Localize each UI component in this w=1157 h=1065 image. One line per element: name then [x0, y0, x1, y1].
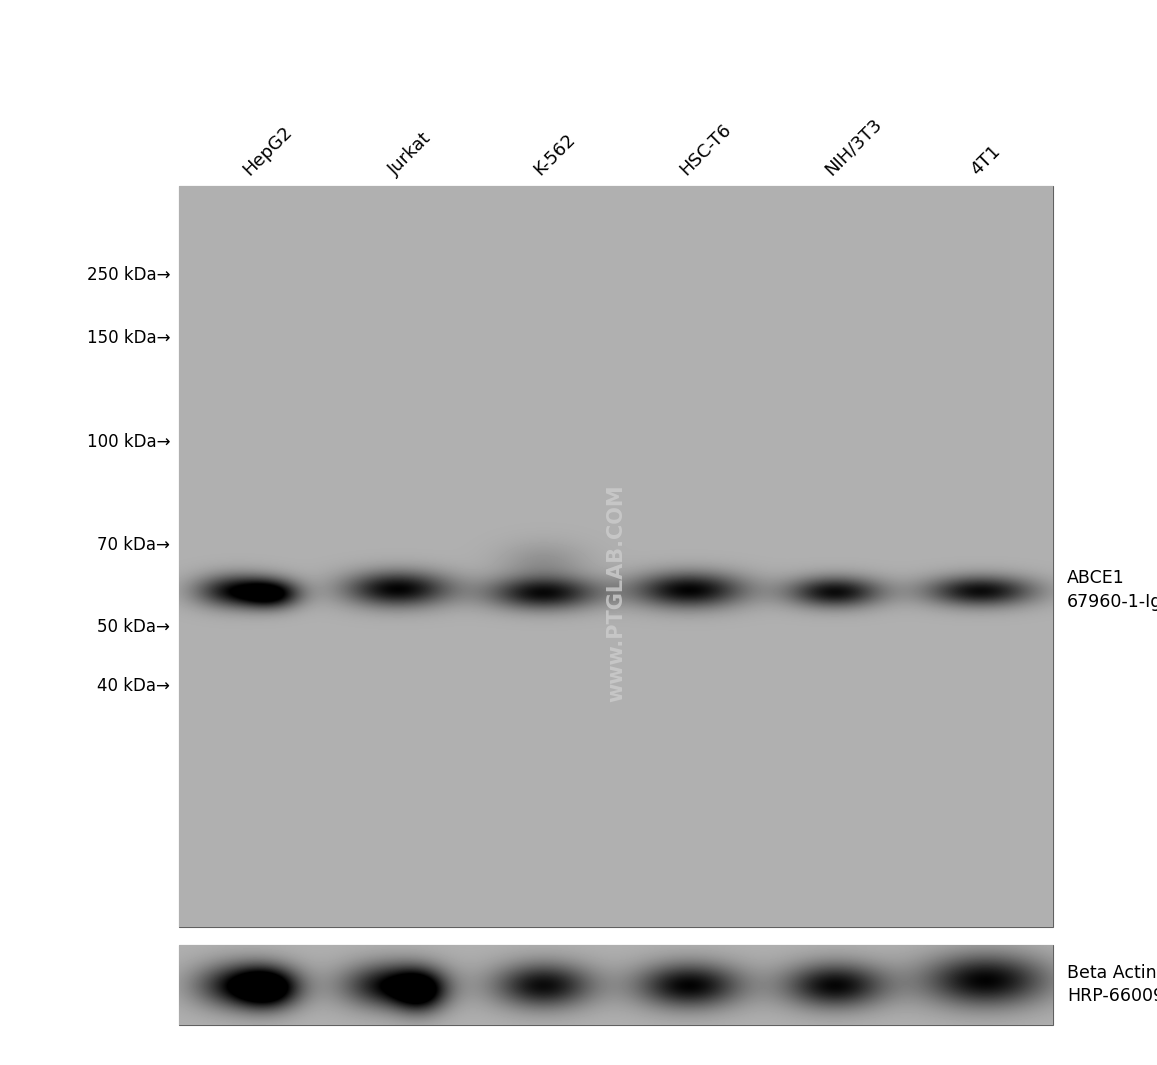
Text: Beta Actin
HRP-66009: Beta Actin HRP-66009: [1067, 964, 1157, 1005]
Text: 250 kDa→: 250 kDa→: [87, 266, 170, 284]
Text: ABCE1
67960-1-Ig: ABCE1 67960-1-Ig: [1067, 569, 1157, 610]
Text: HepG2: HepG2: [239, 122, 296, 179]
Text: HSC-T6: HSC-T6: [676, 120, 735, 179]
Text: 100 kDa→: 100 kDa→: [87, 432, 170, 450]
Text: www.PTGLAB.COM: www.PTGLAB.COM: [606, 485, 626, 702]
FancyBboxPatch shape: [179, 186, 1053, 927]
Text: 70 kDa→: 70 kDa→: [97, 537, 170, 555]
Text: NIH/3T3: NIH/3T3: [821, 115, 886, 179]
FancyBboxPatch shape: [179, 945, 1053, 1025]
Text: K-562: K-562: [531, 130, 580, 179]
Text: 150 kDa→: 150 kDa→: [87, 329, 170, 347]
Text: 50 kDa→: 50 kDa→: [97, 618, 170, 636]
Text: Jurkat: Jurkat: [385, 129, 435, 179]
Text: 4T1: 4T1: [967, 142, 1004, 179]
Text: 40 kDa→: 40 kDa→: [97, 677, 170, 695]
